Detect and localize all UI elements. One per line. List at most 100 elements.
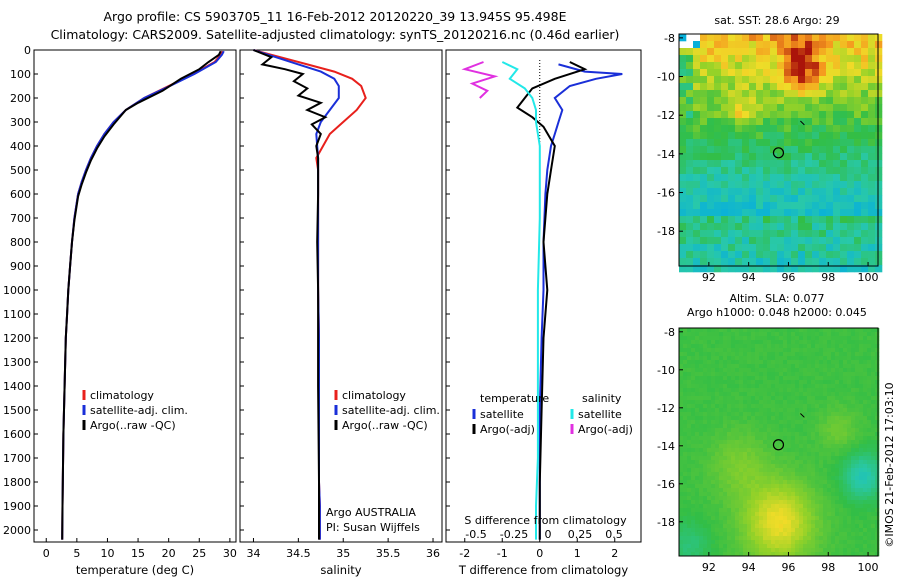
sla-map-cell — [839, 472, 844, 477]
sla-map-cell — [743, 420, 748, 425]
sst-map-cell — [833, 76, 841, 84]
sst-map-cell — [714, 146, 722, 154]
sla-map-cell — [831, 380, 836, 385]
sst-map-cell — [693, 55, 701, 63]
sla-map-cell — [727, 472, 732, 477]
sla-map-cell — [751, 332, 756, 337]
sst-map-cell — [840, 97, 848, 105]
sla-map-cell — [855, 496, 860, 501]
sst-map-cell — [819, 237, 827, 245]
sla-map-cell — [763, 476, 768, 481]
sst-map-cell — [854, 181, 862, 189]
sst-map-cell — [700, 83, 708, 91]
sla-map-cell — [835, 476, 840, 481]
sst-map-cell — [728, 118, 736, 126]
sla-map-cell — [723, 404, 728, 409]
sst-map-cell — [805, 265, 813, 273]
sst-map-cell — [861, 90, 869, 98]
sla-map-cell — [755, 356, 760, 361]
sla-map-cell — [855, 520, 860, 525]
sla-map-cell — [795, 480, 800, 485]
sla-map-cell — [815, 516, 820, 521]
sst-map-cell — [686, 167, 694, 175]
sst-map-cell — [707, 230, 715, 238]
sla-map-cell — [719, 488, 724, 493]
sla-map-cell — [819, 552, 824, 557]
x-tick-label: 20 — [162, 547, 176, 560]
sst-map-cell — [833, 216, 841, 224]
sla-map-cell — [867, 344, 872, 349]
sst-map-cell — [868, 90, 876, 98]
sla-map-cell — [799, 484, 804, 489]
sla-map-cell — [771, 412, 776, 417]
sst-map-cell — [812, 230, 820, 238]
sla-map-cell — [759, 340, 764, 345]
sla-map-cell — [847, 508, 852, 513]
sla-map-cell — [699, 448, 704, 453]
sst-map-cell — [777, 62, 785, 70]
sla-map-cell — [731, 500, 736, 505]
sst-map-cell — [805, 48, 813, 56]
sla-map-cell — [727, 440, 732, 445]
sla-map-cell — [775, 524, 780, 529]
sst-map-cell — [868, 41, 876, 49]
sla-map-cell — [815, 332, 820, 337]
sla-map-cell — [803, 372, 808, 377]
sla-map-cell — [759, 428, 764, 433]
sla-map-cell — [707, 348, 712, 353]
sst-map-cell — [798, 160, 806, 168]
sla-map-cell — [679, 424, 684, 429]
sla-map-cell — [799, 472, 804, 477]
sst-map-cell — [805, 153, 813, 161]
sla-map-cell — [847, 484, 852, 489]
sla-map-cell — [759, 472, 764, 477]
sst-map-cell — [735, 41, 743, 49]
sla-map-cell — [863, 396, 868, 401]
sst-map-cell — [875, 97, 883, 105]
sla-map-cell — [679, 548, 684, 553]
sla-map-cell — [871, 476, 876, 481]
sla-map-cell — [679, 364, 684, 369]
sla-map-cell — [851, 536, 856, 541]
sla-map-cell — [767, 552, 772, 557]
sla-map-cell — [683, 364, 688, 369]
sla-map-cell — [823, 548, 828, 553]
sla-map-cell — [763, 344, 768, 349]
sst-map-cell — [714, 104, 722, 112]
sla-map-cell — [867, 352, 872, 357]
sla-map-cell — [799, 508, 804, 513]
sst-map-cell — [777, 118, 785, 126]
sla-map-cell — [755, 420, 760, 425]
sla-map-cell — [691, 332, 696, 337]
sla-map-cell — [711, 452, 716, 457]
sla-map-cell — [763, 484, 768, 489]
sla-map-cell — [839, 536, 844, 541]
sla-map-cell — [855, 332, 860, 337]
sla-map-cell — [859, 540, 864, 545]
sst-map-cell — [693, 195, 701, 203]
sla-map-cell — [851, 412, 856, 417]
sla-map-cell — [683, 440, 688, 445]
sla-map-cell — [863, 444, 868, 449]
x-axis-label: salinity — [320, 563, 361, 577]
sla-map-cell — [783, 340, 788, 345]
sla-map-cell — [751, 448, 756, 453]
sla-map-cell — [739, 480, 744, 485]
sla-map-cell — [835, 436, 840, 441]
sla-map-cell — [751, 536, 756, 541]
sla-map-cell — [815, 532, 820, 537]
sst-map-cell — [693, 230, 701, 238]
sst-map-cell — [735, 146, 743, 154]
sla-map-cell — [787, 484, 792, 489]
sla-map-cell — [827, 548, 832, 553]
sla-map-cell — [855, 440, 860, 445]
sla-map-cell — [815, 536, 820, 541]
sst-map-cell — [819, 48, 827, 56]
sla-map-cell — [731, 512, 736, 517]
sla-map-cell — [695, 424, 700, 429]
sla-map-cell — [707, 476, 712, 481]
sla-map-cell — [855, 356, 860, 361]
sla-map-cell — [807, 332, 812, 337]
sst-map-cell — [819, 244, 827, 252]
sla-map-cell — [787, 544, 792, 549]
